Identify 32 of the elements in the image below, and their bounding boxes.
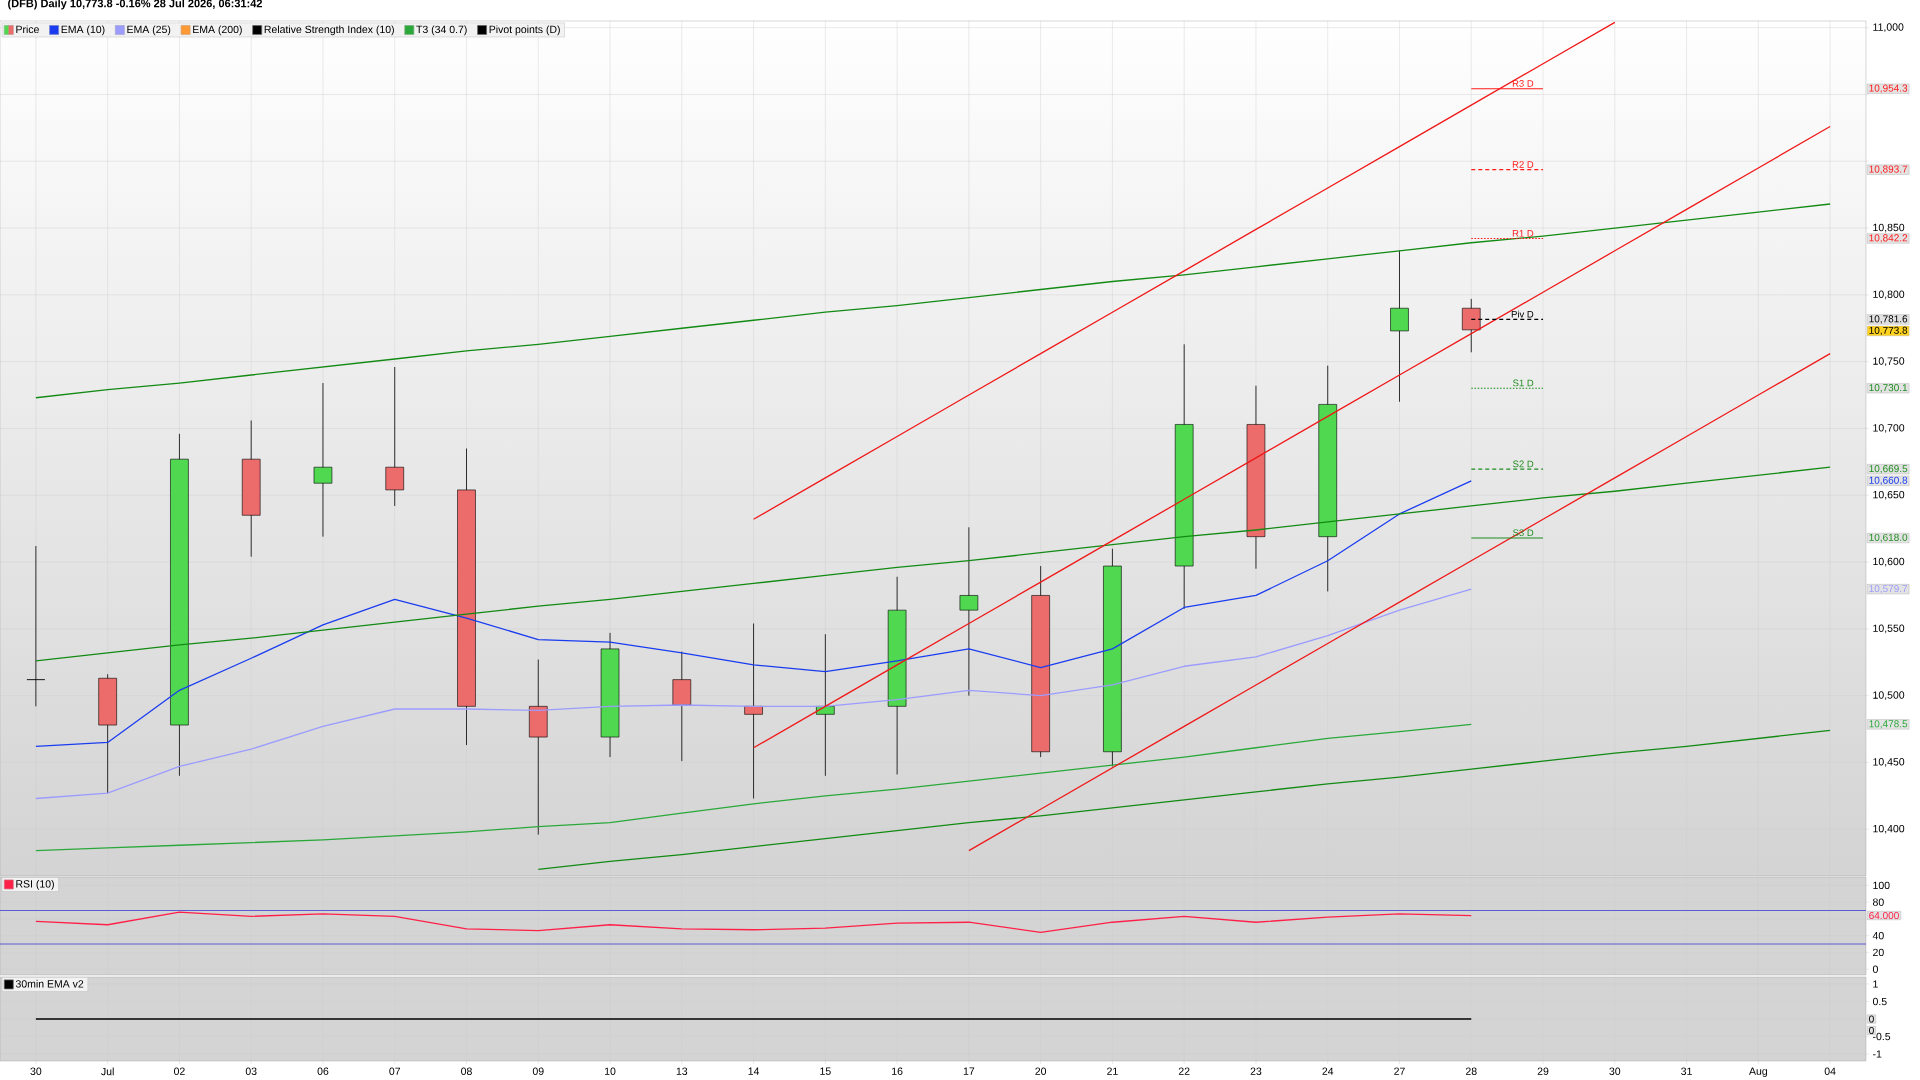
x-tick-label: 27 — [1394, 1067, 1405, 1075]
x-tick-label: 30 — [1609, 1067, 1621, 1075]
y-tick-label: -1 — [1872, 1050, 1882, 1058]
x-tick-label: 23 — [1250, 1067, 1262, 1075]
x-tick-label: Jul — [101, 1067, 114, 1076]
x-tick-label: 24 — [1322, 1067, 1334, 1075]
x-tick-label: 14 — [748, 1067, 760, 1075]
x-tick-label: 10 — [605, 1067, 616, 1075]
legend-label: 30min EMA v2 — [15, 979, 84, 988]
y-tick-label: -0.5 — [1872, 1032, 1891, 1041]
x-tick-label: 16 — [892, 1067, 903, 1075]
x-tick-label: 02 — [173, 1067, 185, 1075]
x-tick-label: 13 — [676, 1067, 688, 1075]
x-tick-label: 28 — [1465, 1067, 1477, 1075]
x-tick-label: 08 — [461, 1067, 472, 1075]
x-tick-label: 03 — [245, 1067, 257, 1075]
x-tick-label: 09 — [532, 1067, 544, 1075]
x-tick-label: 17 — [963, 1067, 975, 1075]
x-tick-label: 21 — [1107, 1067, 1118, 1075]
x-tick-label: Aug — [1749, 1067, 1767, 1077]
x-tick-label: 30 — [30, 1067, 42, 1075]
x-tick-label: 15 — [820, 1067, 831, 1075]
x-tick-label: 31 — [1681, 1067, 1692, 1075]
x-tick-label: 07 — [389, 1067, 401, 1075]
x-tick-label: 04 — [1824, 1067, 1836, 1075]
x-tick-label: 22 — [1178, 1067, 1190, 1075]
y-tick-label: 1 — [1873, 980, 1878, 988]
y-tick-label: 0.5 — [1872, 997, 1887, 1006]
x-tick-label: 29 — [1537, 1067, 1549, 1075]
x-tick-label: 20 — [1035, 1067, 1047, 1075]
x-tick-label: 06 — [317, 1067, 329, 1075]
y-tick-label: 0 — [1872, 965, 1878, 973]
